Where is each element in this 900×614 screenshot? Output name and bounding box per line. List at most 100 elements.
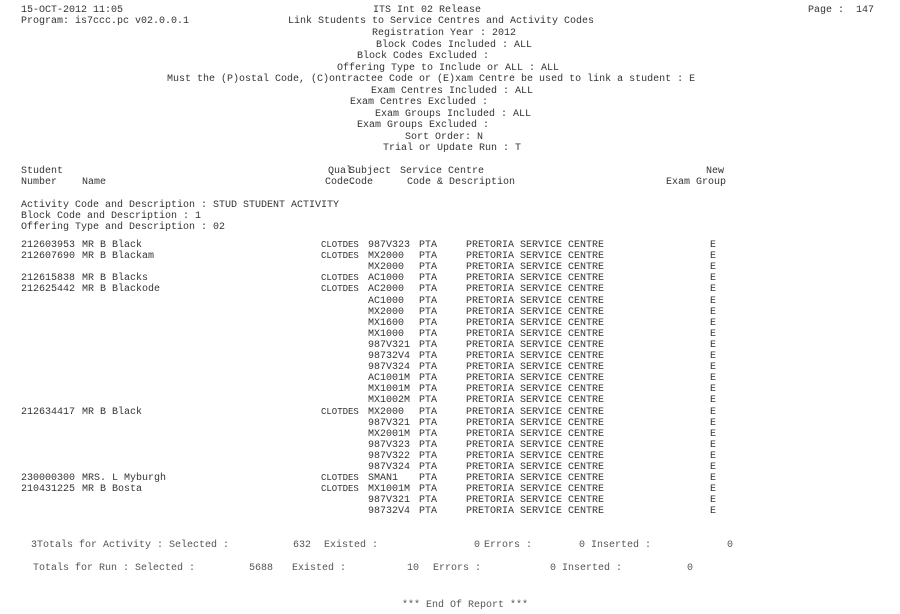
end-of-report: *** End Of Report ***	[402, 600, 529, 611]
student-number: 212634417	[21, 406, 76, 418]
subject-code: SMAN1	[368, 473, 399, 485]
centre-description: PRETORIA SERVICE CENTRE	[466, 262, 605, 274]
centre-description: PRETORIA SERVICE CENTRE	[466, 473, 605, 485]
student-name: MR B Black	[82, 406, 143, 418]
centre-code: PTA	[419, 306, 438, 318]
subject-code: 987V323	[368, 439, 411, 451]
report-parameter: Sort Order: N	[405, 131, 484, 143]
column-header-centre: Service Centre	[400, 166, 485, 177]
centre-description: PRETORIA SERVICE CENTRE	[466, 428, 605, 440]
totals-label: 3Totals for Activity : Selected :	[31, 540, 230, 551]
exam-group: E	[710, 417, 717, 429]
centre-code: PTA	[419, 462, 438, 473]
centre-code: PTA	[419, 351, 438, 362]
centre-code: PTA	[419, 495, 438, 507]
subject-code: AC1000	[368, 273, 405, 285]
exam-group: E	[710, 262, 717, 274]
totals-inserted: 0	[687, 563, 694, 574]
subject-code: MX1600	[368, 317, 405, 329]
exam-group: E	[710, 462, 717, 473]
totals-errors-label: Errors :	[484, 540, 533, 551]
student-number: 210431225	[21, 484, 76, 496]
qual-code: CLOTDES	[321, 284, 359, 295]
student-number: 212607690	[21, 251, 76, 263]
subject-code: 987V324	[368, 462, 411, 473]
totals-existed-label: Existed :	[292, 563, 347, 574]
centre-code: PTA	[419, 384, 438, 396]
student-number: 212603953	[21, 240, 76, 251]
report-title: Link Students to Service Centres and Act…	[288, 16, 595, 27]
block-code: Block Code and Description : 1	[21, 211, 202, 222]
centre-description: PRETORIA SERVICE CENTRE	[466, 328, 605, 340]
subject-code: MX2000	[368, 406, 405, 418]
centre-description: PRETORIA SERVICE CENTRE	[466, 417, 605, 429]
column-header-subject: Subject	[349, 166, 392, 177]
report-parameter: Trial or Update Run : T	[383, 143, 522, 154]
exam-group: E	[710, 339, 717, 351]
totals-inserted-label: Inserted :	[562, 563, 623, 574]
centre-description: PRETORIA SERVICE CENTRE	[466, 273, 605, 285]
student-number: 212615838	[21, 273, 76, 285]
centre-code: PTA	[419, 339, 438, 351]
subject-code: MX1002M	[368, 395, 411, 407]
student-name: MR B Blackam	[82, 251, 155, 263]
centre-code: PTA	[419, 428, 438, 440]
exam-group: E	[710, 351, 717, 362]
release-name: ITS Int 02 Release	[373, 5, 482, 16]
exam-group: E	[710, 362, 717, 374]
centre-description: PRETORIA SERVICE CENTRE	[466, 484, 605, 496]
centre-code: PTA	[419, 406, 438, 418]
totals-errors: 0	[550, 563, 557, 574]
column-header-centre: Code & Description	[407, 177, 516, 188]
centre-code: PTA	[419, 417, 438, 429]
subject-code: AC1000	[368, 295, 405, 307]
exam-group: E	[710, 428, 717, 440]
subject-code: 987V321	[368, 417, 411, 429]
totals-existed: 0	[474, 540, 481, 551]
totals-errors-label: Errors :	[433, 563, 482, 574]
centre-code: PTA	[419, 251, 438, 263]
activity-code: Activity Code and Description : STUD STU…	[21, 200, 340, 211]
exam-group: E	[710, 240, 717, 251]
exam-group: E	[710, 317, 717, 329]
column-header-subject: Code	[349, 177, 374, 188]
student-name: MR B Black	[82, 240, 143, 251]
exam-group: E	[710, 328, 717, 340]
qual-code: CLOTDES	[321, 240, 359, 250]
report-parameter: Block Codes Excluded :	[357, 51, 490, 62]
student-name: MR B Blackode	[82, 284, 161, 296]
totals-label: Totals for Run : Selected :	[33, 563, 196, 574]
report-datetime: 15-OCT-2012 11:05	[21, 5, 124, 16]
subject-code: MX2000	[368, 306, 405, 318]
centre-code: PTA	[419, 506, 438, 518]
centre-code: PTA	[419, 450, 438, 462]
centre-code: PTA	[419, 240, 438, 251]
exam-group: E	[710, 295, 717, 307]
qual-code: CLOTDES	[321, 484, 359, 495]
totals-existed-label: Existed :	[324, 540, 379, 551]
exam-group: E	[710, 495, 717, 507]
totals-inserted: 0	[727, 540, 734, 551]
subject-code: AC1001M	[368, 373, 411, 385]
subject-code: AC2000	[368, 284, 405, 296]
totals-selected: 632	[293, 540, 312, 551]
column-header-group: New	[706, 166, 725, 177]
exam-group: E	[710, 439, 717, 451]
centre-description: PRETORIA SERVICE CENTRE	[466, 462, 605, 473]
centre-description: PRETORIA SERVICE CENTRE	[466, 395, 605, 407]
subject-code: MX2000	[368, 262, 405, 274]
centre-code: PTA	[419, 262, 438, 274]
student-number: 212625442	[21, 284, 76, 296]
subject-code: 98732V4	[368, 351, 411, 362]
centre-description: PRETORIA SERVICE CENTRE	[466, 406, 605, 418]
centre-description: PRETORIA SERVICE CENTRE	[466, 251, 605, 263]
exam-group: E	[710, 395, 717, 407]
column-header-group: Exam Group	[666, 177, 727, 188]
qual-code: CLOTDES	[321, 251, 359, 262]
report-parameter: Offering Type to Include or ALL : ALL	[337, 62, 560, 74]
exam-group: E	[710, 450, 717, 462]
subject-code: 987V321	[368, 495, 411, 507]
centre-description: PRETORIA SERVICE CENTRE	[466, 362, 605, 374]
centre-code: PTA	[419, 439, 438, 451]
centre-description: PRETORIA SERVICE CENTRE	[466, 351, 605, 362]
